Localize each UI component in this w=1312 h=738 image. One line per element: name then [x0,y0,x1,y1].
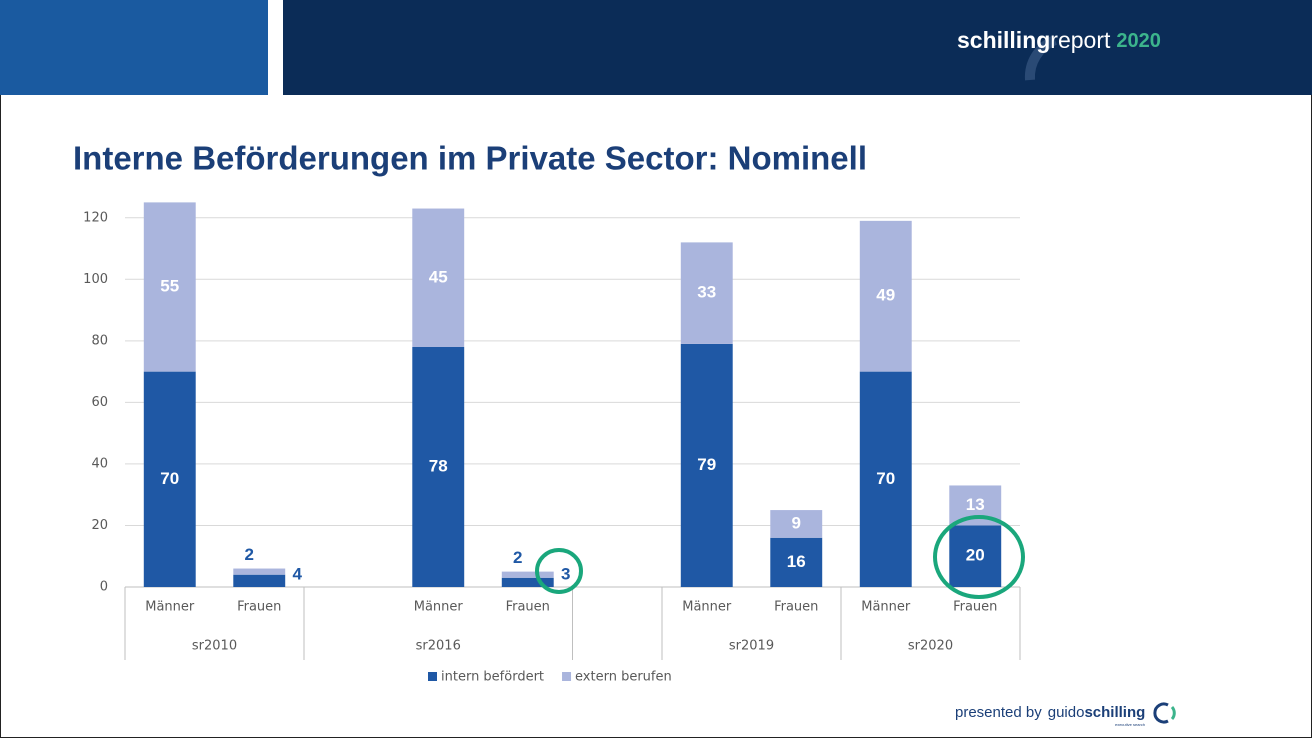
data-label: 33 [697,283,716,302]
bar-segment [233,574,286,587]
data-label: 49 [876,286,895,305]
bar-segment [233,568,286,575]
data-label: 45 [429,267,448,286]
bar-segment [770,537,823,587]
y-tick-label: 0 [100,580,108,595]
header-block [0,0,268,95]
group-label: sr2020 [908,639,953,654]
footer-brand-bold: schilling [1084,704,1145,721]
y-tick-label: 60 [91,395,108,410]
data-label: 16 [787,552,806,571]
data-label: 55 [160,276,179,295]
header-gap [268,0,283,95]
data-label: 78 [429,456,448,475]
bar-segment [501,577,554,587]
legend-swatch [562,672,572,681]
y-tick-label: 40 [91,456,108,471]
footer-logo [1170,706,1176,720]
group-label: sr2019 [729,639,774,654]
bar-segment [680,343,733,587]
data-label: 9 [792,513,801,532]
brand: report [1050,27,1111,53]
bar-segment [143,371,196,587]
data-label: 70 [160,469,179,488]
bar-segment [680,242,733,344]
bar-segment [859,220,912,372]
legend-label: intern befördert [441,670,544,685]
y-tick-label: 100 [83,272,108,287]
footer-logo [1153,702,1169,724]
x-tick-label: Frauen [774,600,818,615]
x-tick-label: Männer [145,600,195,615]
x-tick-label: Männer [414,600,464,615]
x-tick-label: Frauen [237,600,281,615]
x-tick-label: Männer [682,600,732,615]
legend-swatch [428,672,437,681]
x-tick-label: Männer [861,600,911,615]
bar-segment [412,208,465,347]
y-tick-label: 80 [91,333,108,348]
bar-segment [949,525,1002,587]
chart-title: Interne Beförderungen im Private Sector:… [73,140,867,177]
group-label: sr2016 [416,639,461,654]
plot: 0 20 40 60 80 100 120 Männer Frauen Männer Frauen M… [83,202,1021,685]
bar-segment [770,510,823,538]
x-tick-label: Frauen [953,600,997,615]
highlight-circle [933,515,1025,599]
footer-sub: executive search [1115,722,1145,727]
data-label: 13 [966,495,985,514]
brand-year: 2020 [1116,30,1161,52]
bar-segment [501,571,554,578]
group-label: sr2010 [192,639,237,654]
data-label: 70 [876,469,895,488]
highlight-circle [535,548,583,594]
data-label: 79 [697,455,716,474]
y-tick-label: 20 [91,518,108,533]
footer-presented: presented by [955,704,1042,721]
bar-segment [859,371,912,587]
bar-segment [143,202,196,372]
header-brand: schillingreport 2020 [957,27,1161,53]
y-tick-label: 120 [83,210,108,225]
legend-label: extern berufen [575,670,672,685]
data-label: 20 [966,546,985,565]
footer-brand-light: guido [1048,704,1085,721]
data-label: 2 [513,548,522,567]
data-label: 3 [561,564,570,583]
bar-segment [412,347,465,587]
brand-bold: schilling [957,27,1050,53]
x-tick-label: Frauen [506,600,550,615]
data-label: 4 [292,564,302,583]
footer-brand: presented by guidoschilling [955,704,1145,721]
header-logo-mark [1024,35,1058,81]
data-label: 2 [245,545,254,564]
